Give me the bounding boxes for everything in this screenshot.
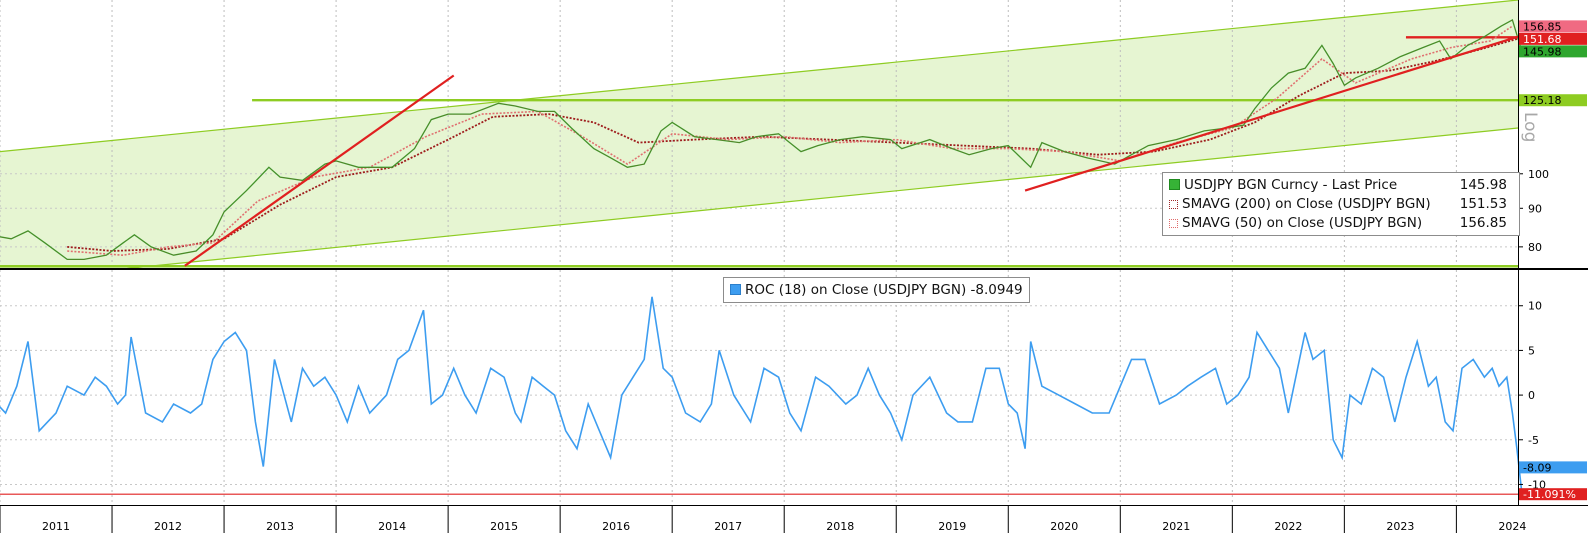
roc-line: [0, 296, 1523, 489]
legend-swatch-icon: [1169, 179, 1180, 190]
roc-tick-label: -5: [1528, 434, 1539, 447]
roc-tag-box: [1519, 461, 1587, 474]
legend-swatch-icon: [1169, 200, 1178, 209]
x-tick-label: 2019: [938, 520, 966, 533]
price-tag-box: [1519, 32, 1587, 45]
panel-separator: [0, 268, 1588, 270]
price-tag-label: 125.18: [1523, 94, 1562, 107]
legend-swatch-icon: [730, 284, 741, 295]
price-tick-label: 80: [1528, 241, 1542, 254]
roc-panel-background: [0, 270, 1588, 505]
channel-lower-line: [0, 127, 1519, 282]
roc-tick-label: 0: [1528, 389, 1535, 402]
price-tag-box: [1519, 20, 1587, 33]
x-axis: 2011 2012 2013 2014 2015 2016 2017 2018 2019 2020…: [0, 505, 1526, 533]
price-tick-label: 90: [1528, 202, 1542, 215]
legend-value: 156.85: [1459, 215, 1507, 231]
price-tag-label: 156.85: [1523, 20, 1562, 33]
sma200-line: [67, 36, 1522, 252]
roc-tick-label: 10: [1528, 300, 1542, 313]
legend-value: 145.98: [1459, 177, 1507, 193]
price-candles-overlay: [0, 19, 1522, 260]
trendline: [1024, 35, 1519, 192]
price-tag-box: [1519, 94, 1587, 107]
roc-tick-label: 5: [1528, 344, 1535, 357]
legend-entry-sma50[interactable]: SMAVG (50) on Close (USDJPY BGN) 156.85: [1169, 214, 1513, 232]
x-tick-label: 2020: [1050, 520, 1078, 533]
x-tick-label: 2013: [266, 520, 294, 533]
x-tick-label: 2022: [1274, 520, 1302, 533]
price-legend[interactable]: USDJPY BGN Curncy - Last Price 145.98 SM…: [1162, 172, 1520, 236]
legend-entry-last-price[interactable]: USDJPY BGN Curncy - Last Price 145.98: [1169, 176, 1513, 194]
x-tick-label: 2015: [490, 520, 518, 533]
trendline: [184, 74, 455, 267]
x-tick-label: 2017: [714, 520, 742, 533]
legend-entry-sma200[interactable]: SMAVG (200) on Close (USDJPY BGN) 151.53: [1169, 195, 1513, 213]
price-tag-box: [1519, 45, 1587, 58]
price-tag-label: 145.98: [1523, 45, 1562, 58]
roc-legend[interactable]: ROC (18) on Close (USDJPY BGN) -8.0949: [723, 277, 1030, 303]
legend-value: -8.0949: [970, 282, 1023, 298]
x-tick-label: 2016: [602, 520, 630, 533]
x-tick-label: 2012: [154, 520, 182, 533]
sma50-line: [67, 25, 1513, 257]
channel-fill: [0, 0, 1518, 282]
roc-tag-label: -11.091%: [1523, 488, 1576, 501]
legend-value: 151.53: [1459, 196, 1507, 212]
channel-upper-line: [0, 0, 1519, 153]
x-tick-label: 2024: [1498, 520, 1526, 533]
x-tick-label: 2018: [826, 520, 854, 533]
legend-swatch-icon: [1169, 219, 1178, 228]
price-tick-label: 100: [1528, 168, 1549, 181]
x-tick-label: 2014: [378, 520, 406, 533]
x-tick-label: 2023: [1386, 520, 1414, 533]
roc-tag-label: -8.09: [1523, 461, 1551, 474]
x-tick-label: 2021: [1162, 520, 1190, 533]
price-tag-label: 151.68: [1523, 33, 1562, 46]
x-tick-label: 2011: [42, 520, 70, 533]
log-scale-label: Log: [1520, 112, 1540, 142]
roc-tag-box: [1519, 488, 1587, 501]
